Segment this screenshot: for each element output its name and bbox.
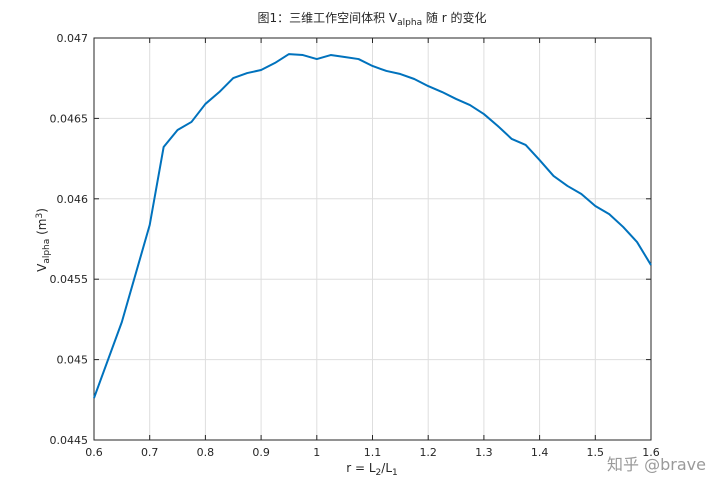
x-tick-label: 0.6 [85,446,103,459]
y-label-part: (m [35,219,49,239]
y-label-part: ) [35,208,49,213]
y-tick-label: 0.045 [57,354,89,367]
y-tick-label: 0.0445 [50,434,89,447]
x-label-subscript: 1 [392,468,398,478]
y-label-superscript: 3 [35,213,45,219]
y-tick-label: 0.0465 [50,112,89,125]
x-tick-label: 1 [313,446,320,459]
chart-title: 图1：三维工作空间体积 Valpha 随 r 的变化 [257,10,486,28]
title-part: 图1：三维工作空间体积 V [257,11,397,25]
x-label-subscript: 2 [376,468,382,478]
x-tick-label: 0.8 [197,446,215,459]
y-tick-label: 0.046 [57,193,89,206]
y-label-subscript: alpha [42,239,52,264]
x-tick-label: 1.5 [587,446,605,459]
x-tick-label: 1.4 [531,446,549,459]
x-tick-label: 1.6 [642,446,660,459]
y-tick-label: 0.0455 [50,273,89,286]
x-tick-label: 1.3 [475,446,493,459]
x-tick-label: 0.7 [141,446,159,459]
title-part: 随 r 的变化 [422,10,486,25]
x-tick-label: 1.2 [419,446,437,459]
y-tick-label: 0.047 [57,32,89,45]
x-tick-label: 1.1 [364,446,382,459]
x-label-part: r = L [346,461,376,475]
y-label-part: V [35,263,49,272]
x-axis-label: r = L2/L1 [346,461,398,478]
x-label-part: /L [381,461,392,475]
plot-frame [93,37,652,441]
y-axis-label: Valpha (m3) [35,208,52,272]
watermark: 知乎 @brave [607,455,706,474]
data-line [93,53,652,399]
x-tick-label: 0.9 [252,446,270,459]
title-subscript: alpha [397,18,422,28]
